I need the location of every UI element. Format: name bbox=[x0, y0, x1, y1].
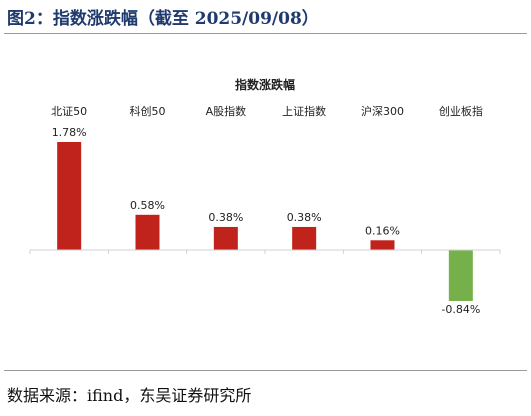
value-label: 1.78% bbox=[52, 126, 87, 139]
value-label: 0.58% bbox=[130, 199, 165, 212]
chart-title: 指数涨跌幅 bbox=[235, 77, 295, 92]
category-label: 北证50 bbox=[51, 105, 87, 118]
bars bbox=[57, 142, 473, 301]
value-label: -0.84% bbox=[441, 303, 480, 316]
source-note: 数据来源：ifind，东吴证券研究所 bbox=[7, 386, 252, 405]
category-label: 科创50 bbox=[130, 104, 166, 118]
bar-chart: 指数涨跌幅 北证50 科创50 A股指数 上证指数 沪深300 创业板指 1.78% 0.5… bbox=[29, 77, 501, 316]
top-rule bbox=[4, 33, 527, 34]
axis-ticks bbox=[29, 250, 501, 254]
bar bbox=[448, 250, 473, 301]
value-label: 0.38% bbox=[287, 211, 322, 224]
category-labels: 北证50 科创50 A股指数 上证指数 沪深300 创业板指 bbox=[51, 104, 483, 118]
category-label: 创业板指 bbox=[439, 104, 483, 118]
value-label: 0.38% bbox=[208, 211, 243, 224]
value-label: 0.16% bbox=[365, 224, 400, 237]
category-label: A股指数 bbox=[206, 104, 247, 118]
value-labels: 1.78% 0.58% 0.38% 0.38% 0.16% -0.84% bbox=[52, 126, 481, 316]
figure-title: 图2：指数涨跌幅（截至 2025/09/08） bbox=[7, 9, 319, 29]
bar bbox=[57, 142, 82, 250]
bar bbox=[370, 240, 395, 250]
bar bbox=[135, 214, 160, 250]
bottom-rule bbox=[4, 370, 527, 371]
bar bbox=[292, 226, 317, 250]
category-label: 沪深300 bbox=[361, 104, 404, 118]
category-label: 上证指数 bbox=[282, 104, 326, 118]
bar bbox=[213, 226, 238, 250]
